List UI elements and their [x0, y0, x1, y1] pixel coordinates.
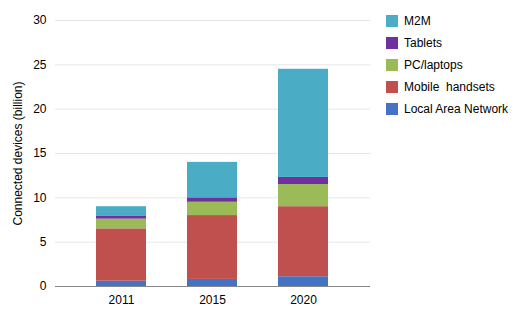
html-text:M2M: M2M	[404, 14, 431, 28]
svg-text:30: 30	[33, 13, 47, 27]
svg-text:10: 10	[33, 191, 47, 205]
html-text:Local Area Network: Local Area Network	[404, 102, 509, 116]
html-text:Mobile handsets: Mobile handsets	[404, 80, 495, 94]
svg-text:Connected devices (billion): Connected devices (billion)	[11, 81, 25, 225]
svg-text:5: 5	[40, 235, 47, 249]
html-text:Tablets: Tablets	[404, 36, 442, 50]
svg-text:2020: 2020	[290, 293, 317, 307]
svg-text:20: 20	[33, 102, 47, 116]
svg-text:2015: 2015	[199, 293, 226, 307]
svg-text:2011: 2011	[109, 293, 135, 307]
html-text:PC/laptops: PC/laptops	[404, 58, 463, 72]
svg-text:25: 25	[33, 58, 47, 72]
svg-text:15: 15	[33, 146, 47, 160]
svg-text:0: 0	[40, 279, 47, 293]
